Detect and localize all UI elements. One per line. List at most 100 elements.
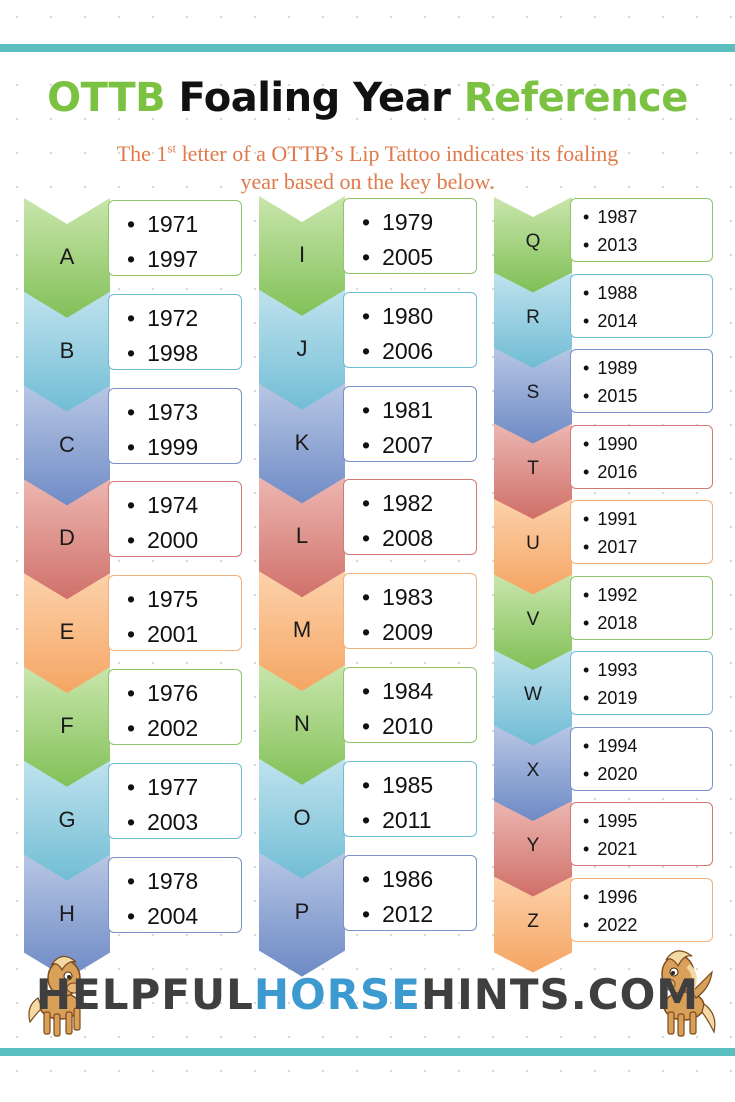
title-reference: Reference bbox=[463, 75, 689, 121]
foaling-year: 2011 bbox=[362, 803, 476, 838]
tattoo-letter: K bbox=[294, 429, 310, 455]
tattoo-letter: W bbox=[524, 684, 542, 705]
year-box: 19922018 bbox=[570, 575, 713, 640]
foaling-year: 1985 bbox=[362, 768, 476, 803]
foaling-year: 2012 bbox=[362, 897, 476, 932]
year-box: 19842010 bbox=[343, 667, 477, 743]
foaling-year: 2022 bbox=[583, 911, 712, 939]
tattoo-letter: E bbox=[59, 619, 75, 645]
foaling-year: 2000 bbox=[127, 523, 241, 558]
subtitle-line1-pre: The 1 bbox=[116, 141, 168, 166]
foaling-year: 1977 bbox=[127, 770, 241, 805]
tattoo-letter: Y bbox=[526, 835, 540, 856]
foaling-year: 1979 bbox=[362, 205, 476, 240]
tattoo-letter: I bbox=[298, 242, 306, 267]
year-box: 19962022 bbox=[570, 877, 713, 942]
tattoo-letter: M bbox=[292, 617, 312, 643]
tattoo-letter: P bbox=[294, 898, 310, 924]
brand-logo-text: HELPFULHORSEHINTS.COM bbox=[0, 974, 735, 1016]
foaling-year: 2002 bbox=[127, 711, 241, 746]
year-box: 19902016 bbox=[570, 424, 713, 489]
tattoo-letter: V bbox=[526, 608, 540, 630]
tattoo-letter: U bbox=[526, 533, 540, 554]
brand-horse: HORSE bbox=[253, 970, 421, 1019]
foaling-year: 1997 bbox=[127, 242, 241, 277]
foaling-year: 1986 bbox=[362, 862, 476, 897]
foaling-year: 2020 bbox=[583, 760, 712, 788]
tattoo-letter: R bbox=[526, 306, 540, 328]
foaling-year: 1978 bbox=[127, 864, 241, 899]
foaling-year: 2015 bbox=[583, 382, 712, 410]
tattoo-letter: N bbox=[294, 711, 310, 736]
foaling-year: 1990 bbox=[583, 430, 712, 458]
tattoo-letter: D bbox=[59, 525, 75, 551]
tattoo-letter: F bbox=[60, 713, 74, 738]
year-box: 19852011 bbox=[343, 760, 477, 838]
foaling-year: 1988 bbox=[583, 279, 712, 307]
year-box: 19832009 bbox=[343, 573, 477, 650]
brand-helpful: HELPFUL bbox=[35, 970, 254, 1019]
foaling-year: 1981 bbox=[362, 393, 476, 428]
foaling-year: 1971 bbox=[127, 207, 241, 242]
year-box: 19752001 bbox=[108, 575, 242, 652]
foaling-year: 1998 bbox=[127, 336, 241, 371]
foaling-year: 1991 bbox=[583, 505, 712, 533]
foaling-year: 2006 bbox=[362, 334, 476, 369]
foaling-year: 2008 bbox=[362, 521, 476, 556]
cartoon-horse-left-icon bbox=[28, 955, 82, 1037]
foaling-year: 1974 bbox=[127, 488, 241, 523]
foaling-year: 1996 bbox=[583, 883, 712, 911]
foaling-year: 1995 bbox=[583, 807, 712, 835]
foaling-year: 2003 bbox=[127, 805, 241, 840]
foaling-year: 2005 bbox=[362, 240, 476, 275]
tattoo-letter: G bbox=[58, 806, 76, 832]
foaling-year: 2007 bbox=[362, 428, 476, 463]
foaling-year: 1989 bbox=[583, 354, 712, 382]
foaling-year: 2010 bbox=[362, 709, 476, 744]
foaling-year: 1992 bbox=[583, 581, 712, 609]
foaling-year: 2018 bbox=[583, 609, 712, 637]
year-box: 19872013 bbox=[570, 198, 713, 262]
tattoo-letter: B bbox=[59, 337, 75, 363]
tattoo-letter: J bbox=[296, 335, 308, 361]
foaling-year: 1972 bbox=[127, 301, 241, 336]
year-box: 19942020 bbox=[570, 726, 713, 791]
foaling-year: 1973 bbox=[127, 395, 241, 430]
foaling-year: 2021 bbox=[583, 835, 712, 863]
foaling-year: 1976 bbox=[127, 676, 241, 711]
year-box: 19822008 bbox=[343, 479, 477, 556]
year-box: 19782004 bbox=[108, 856, 242, 933]
foaling-year: 2013 bbox=[583, 231, 712, 259]
year-box: 19802006 bbox=[343, 291, 477, 369]
tattoo-letter: C bbox=[59, 431, 75, 457]
subtitle-line1-post: letter of a OTTB’s Lip Tattoo indicates … bbox=[176, 141, 619, 166]
foaling-year: 1982 bbox=[362, 486, 476, 521]
year-box: 19812007 bbox=[343, 385, 477, 463]
year-box: 19772003 bbox=[108, 762, 242, 840]
top-teal-bar bbox=[0, 44, 735, 52]
tattoo-letter: Q bbox=[525, 231, 541, 252]
foaling-year: 1983 bbox=[362, 580, 476, 615]
year-box: 19892015 bbox=[570, 349, 713, 413]
foaling-year: 1987 bbox=[583, 203, 712, 231]
page-title: OTTB Foaling Year Reference bbox=[0, 78, 735, 118]
tattoo-letter: H bbox=[59, 900, 75, 926]
year-box: 19952021 bbox=[570, 802, 713, 866]
foaling-year: 1980 bbox=[362, 299, 476, 334]
year-box: 19882014 bbox=[570, 273, 713, 338]
title-ottb: OTTB bbox=[47, 75, 166, 121]
title-foaling-year: Foaling Year bbox=[178, 75, 451, 121]
foaling-year: 2016 bbox=[583, 458, 712, 486]
subtitle-superscript: st bbox=[167, 140, 177, 156]
tattoo-letter: T bbox=[527, 457, 539, 479]
subtitle-line2: year based on the key below. bbox=[240, 168, 495, 194]
foaling-year: 1994 bbox=[583, 732, 712, 760]
subtitle: The 1st letter of a OTTB’s Lip Tattoo in… bbox=[20, 140, 715, 195]
foaling-year: 2017 bbox=[583, 533, 712, 561]
year-box: 19792005 bbox=[343, 198, 477, 274]
year-box: 19731999 bbox=[108, 387, 242, 464]
year-box: 19762002 bbox=[108, 669, 242, 745]
tattoo-letter: Z bbox=[527, 910, 539, 932]
foaling-year: 2014 bbox=[583, 307, 712, 335]
foaling-year: 1984 bbox=[362, 674, 476, 709]
